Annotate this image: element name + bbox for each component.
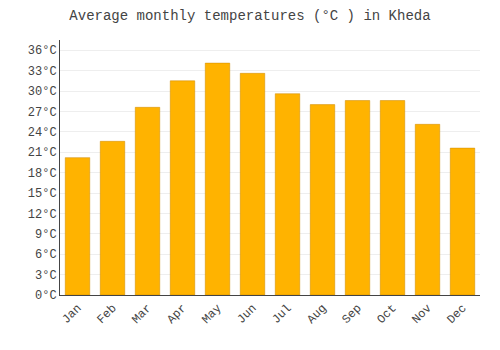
svg-text:12°C: 12°C [28, 208, 57, 222]
svg-text:Jul: Jul [269, 302, 294, 327]
svg-text:Mar: Mar [129, 302, 154, 327]
svg-text:Oct: Oct [374, 302, 399, 327]
svg-text:9°C: 9°C [35, 228, 57, 242]
svg-text:Average monthly temperatures (: Average monthly temperatures (°C ) in Kh… [69, 8, 430, 24]
svg-text:27°C: 27°C [28, 106, 57, 120]
svg-text:Aug: Aug [304, 302, 329, 327]
svg-text:Sep: Sep [339, 302, 364, 327]
svg-text:Jun: Jun [234, 302, 259, 327]
svg-text:Apr: Apr [164, 302, 189, 327]
svg-text:3°C: 3°C [35, 269, 57, 283]
svg-text:Dec: Dec [444, 302, 469, 327]
svg-text:May: May [199, 302, 224, 327]
svg-text:Jan: Jan [59, 302, 84, 327]
svg-text:18°C: 18°C [28, 167, 57, 181]
svg-text:36°C: 36°C [28, 44, 57, 58]
svg-text:15°C: 15°C [28, 187, 57, 201]
svg-text:6°C: 6°C [35, 248, 57, 262]
svg-text:33°C: 33°C [28, 65, 57, 79]
svg-text:24°C: 24°C [28, 126, 57, 140]
svg-text:21°C: 21°C [28, 146, 57, 160]
svg-text:30°C: 30°C [28, 85, 57, 99]
svg-text:Nov: Nov [409, 302, 434, 327]
svg-text:0°C: 0°C [35, 289, 57, 303]
svg-text:Feb: Feb [94, 302, 119, 327]
